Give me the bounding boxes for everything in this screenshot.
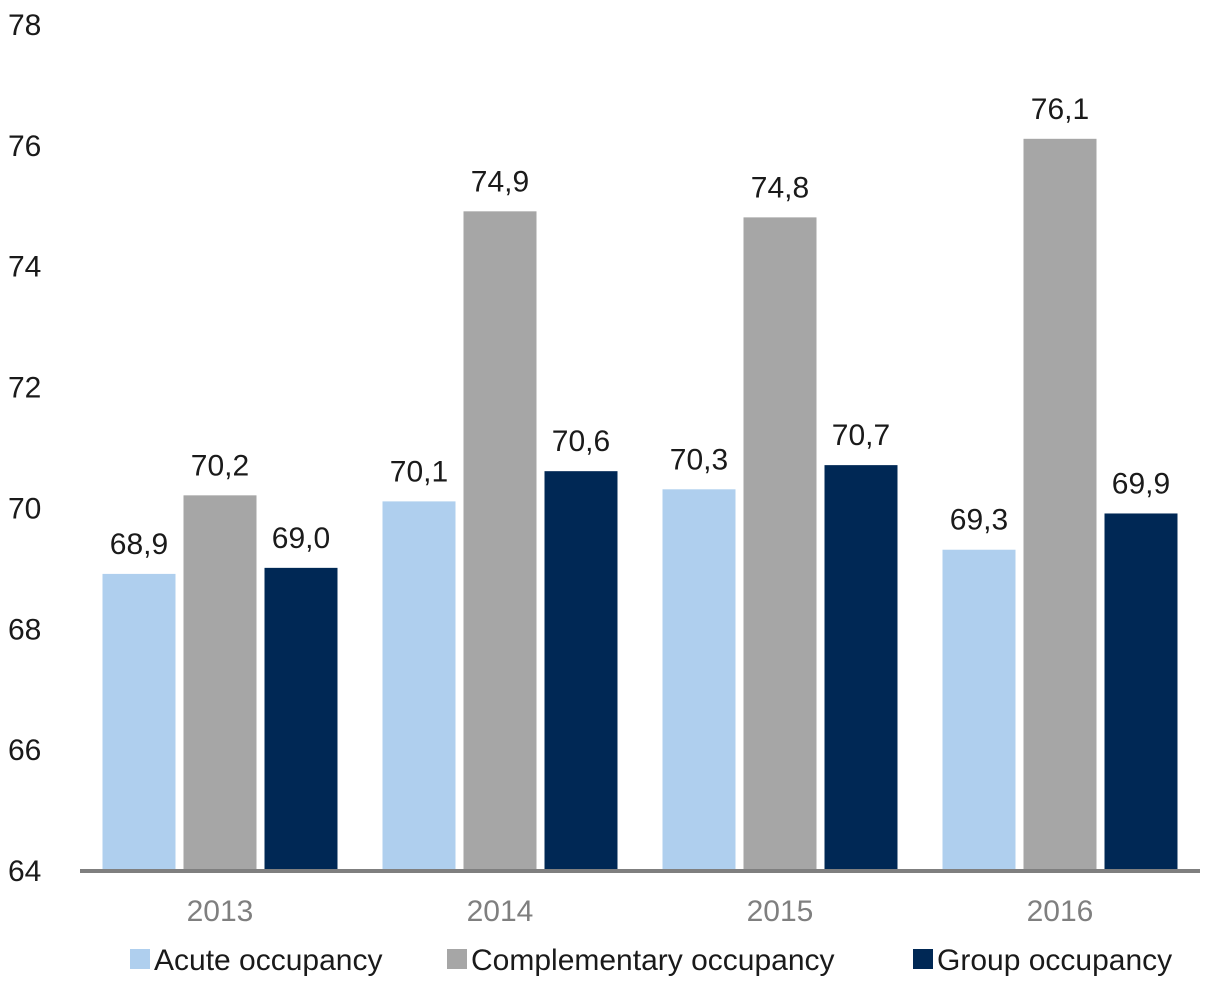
- legend-swatch: [130, 949, 150, 969]
- y-tick-label: 64: [8, 855, 41, 888]
- legend-label: Complementary occupancy: [471, 944, 835, 977]
- x-tick-label: 2015: [747, 895, 814, 928]
- data-label: 69,0: [272, 522, 330, 555]
- data-label: 68,9: [110, 528, 168, 561]
- bar-acute-occupancy-2015: [662, 489, 736, 870]
- data-label: 76,1: [1031, 93, 1089, 126]
- legend: Acute occupancy Complementary occupancy Gr…: [130, 944, 1172, 977]
- bar-group-occupancy-2013: [264, 567, 338, 870]
- bars: [102, 138, 1178, 871]
- y-tick-label: 78: [8, 9, 41, 42]
- data-label: 74,8: [751, 171, 809, 204]
- legend-swatch: [447, 949, 467, 969]
- bar-group-occupancy-2015: [824, 465, 898, 870]
- y-tick-label: 66: [8, 734, 41, 767]
- bar-acute-occupancy-2016: [942, 549, 1016, 870]
- data-label: 74,9: [471, 165, 529, 198]
- legend-item-group-occupancy: Group occupancy: [913, 944, 1172, 977]
- legend-label: Group occupancy: [937, 944, 1172, 977]
- data-label: 70,6: [552, 425, 610, 458]
- x-tick-label: 2014: [467, 895, 534, 928]
- x-tick-label: 2016: [1027, 895, 1094, 928]
- data-labels: 68,9 70,2 69,0 70,1 74,9 70,6 70,3 74,8 70,7 69,3…: [110, 93, 1170, 561]
- legend-item-complementary-occupancy: Complementary occupancy: [447, 944, 835, 977]
- bar-acute-occupancy-2013: [102, 573, 176, 870]
- y-tick-label: 70: [8, 492, 41, 525]
- legend-label: Acute occupancy: [154, 944, 382, 977]
- y-axis: 64 66 68 70 72 74 76 78: [8, 9, 41, 888]
- legend-item-acute-occupancy: Acute occupancy: [130, 944, 382, 977]
- bar-complementary-occupancy-2016: [1023, 138, 1097, 871]
- legend-swatch: [913, 949, 933, 969]
- bar-acute-occupancy-2014: [382, 501, 456, 870]
- y-tick-label: 72: [8, 372, 41, 405]
- y-tick-label: 74: [8, 251, 41, 284]
- y-tick-label: 68: [8, 613, 41, 646]
- data-label: 69,9: [1112, 467, 1170, 500]
- bar-complementary-occupancy-2015: [743, 217, 817, 870]
- bar-group-occupancy-2014: [544, 471, 618, 870]
- bar-complementary-occupancy-2014: [463, 211, 537, 871]
- data-label: 69,3: [950, 504, 1008, 537]
- data-label: 70,1: [390, 455, 448, 488]
- y-tick-label: 76: [8, 130, 41, 163]
- data-label: 70,2: [191, 449, 249, 482]
- data-label: 70,3: [670, 443, 728, 476]
- bar-complementary-occupancy-2013: [183, 495, 257, 870]
- bar-group-occupancy-2016: [1104, 513, 1178, 870]
- x-axis: 2013 2014 2015 2016: [187, 895, 1094, 928]
- x-tick-label: 2013: [187, 895, 254, 928]
- data-label: 70,7: [832, 419, 890, 452]
